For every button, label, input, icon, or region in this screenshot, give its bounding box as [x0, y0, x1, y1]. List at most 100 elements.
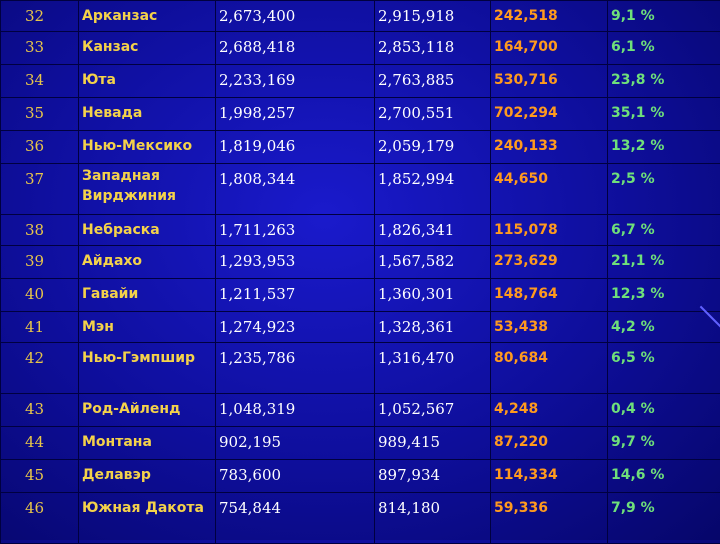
table-row: 40 Гавайи 1,211,537 1,360,301 148,764 12… [1, 279, 720, 312]
population-before-cell: 2,233,169 [216, 65, 375, 98]
change-cell: 273,629 [491, 246, 608, 279]
table-row: 41 Мэн 1,274,923 1,328,361 53,438 4,2 % [1, 312, 720, 343]
percent-cell: 6,1 % [608, 32, 720, 65]
table-row: 36 Нью-Мексико 1,819,046 2,059,179 240,1… [1, 131, 720, 164]
population-after-cell: 1,360,301 [375, 279, 491, 312]
table-row: 35 Невада 1,998,257 2,700,551 702,294 35… [1, 98, 720, 131]
population-before-cell: 2,673,400 [216, 1, 375, 32]
percent-cell: 12,3 % [608, 279, 720, 312]
population-after-cell: 2,763,885 [375, 65, 491, 98]
rank-cell: 43 [1, 394, 79, 427]
population-after-cell: 1,316,470 [375, 343, 491, 394]
change-cell: 240,133 [491, 131, 608, 164]
population-before-cell: 1,711,263 [216, 215, 375, 246]
table-row: 42 Нью-Гэмпшир 1,235,786 1,316,470 80,68… [1, 343, 720, 394]
percent-cell: 4,2 % [608, 312, 720, 343]
percent-cell: 35,1 % [608, 98, 720, 131]
rank-cell: 46 [1, 493, 79, 544]
state-cell: Монтана [79, 427, 216, 460]
percent-cell: 2,5 % [608, 164, 720, 215]
population-after-cell: 2,853,118 [375, 32, 491, 65]
population-before-cell: 902,195 [216, 427, 375, 460]
population-before-cell: 1,819,046 [216, 131, 375, 164]
percent-cell: 0,4 % [608, 394, 720, 427]
rank-cell: 36 [1, 131, 79, 164]
table-row: 37 Западная Вирджиния 1,808,344 1,852,99… [1, 164, 720, 215]
rank-cell: 41 [1, 312, 79, 343]
percent-cell: 6,5 % [608, 343, 720, 394]
population-before-cell: 1,998,257 [216, 98, 375, 131]
state-cell: Невада [79, 98, 216, 131]
percent-cell: 9,7 % [608, 427, 720, 460]
population-before-cell: 754,844 [216, 493, 375, 544]
table-row: 32 Арканзас 2,673,400 2,915,918 242,518 … [1, 1, 720, 32]
state-cell: Гавайи [79, 279, 216, 312]
rank-cell: 42 [1, 343, 79, 394]
population-before-cell: 1,048,319 [216, 394, 375, 427]
rank-cell: 39 [1, 246, 79, 279]
rank-cell: 33 [1, 32, 79, 65]
rank-cell: 38 [1, 215, 79, 246]
change-cell: 59,336 [491, 493, 608, 544]
table-row: 34 Юта 2,233,169 2,763,885 530,716 23,8 … [1, 65, 720, 98]
change-cell: 53,438 [491, 312, 608, 343]
change-cell: 87,220 [491, 427, 608, 460]
state-cell: Нью-Гэмпшир [79, 343, 216, 394]
population-after-cell: 1,328,361 [375, 312, 491, 343]
population-after-cell: 1,826,341 [375, 215, 491, 246]
table-row: 38 Небраска 1,711,263 1,826,341 115,078 … [1, 215, 720, 246]
state-cell: Канзас [79, 32, 216, 65]
table-row: 44 Монтана 902,195 989,415 87,220 9,7 % [1, 427, 720, 460]
table-row: 45 Делавэр 783,600 897,934 114,334 14,6 … [1, 460, 720, 493]
percent-cell: 9,1 % [608, 1, 720, 32]
table-row: 46 Южная Дакота 754,844 814,180 59,336 7… [1, 493, 720, 544]
percent-cell: 7,9 % [608, 493, 720, 544]
population-before-cell: 1,235,786 [216, 343, 375, 394]
state-cell: Юта [79, 65, 216, 98]
table-row: 33 Канзас 2,688,418 2,853,118 164,700 6,… [1, 32, 720, 65]
population-after-cell: 2,700,551 [375, 98, 491, 131]
population-before-cell: 1,211,537 [216, 279, 375, 312]
state-cell: Мэн [79, 312, 216, 343]
change-cell: 164,700 [491, 32, 608, 65]
percent-cell: 13,2 % [608, 131, 720, 164]
rank-cell: 35 [1, 98, 79, 131]
population-after-cell: 897,934 [375, 460, 491, 493]
population-after-cell: 1,567,582 [375, 246, 491, 279]
change-cell: 115,078 [491, 215, 608, 246]
rank-cell: 37 [1, 164, 79, 215]
state-cell: Нью-Мексико [79, 131, 216, 164]
population-before-cell: 1,808,344 [216, 164, 375, 215]
rank-cell: 45 [1, 460, 79, 493]
change-cell: 80,684 [491, 343, 608, 394]
state-cell: Род-Айленд [79, 394, 216, 427]
rank-cell: 44 [1, 427, 79, 460]
population-after-cell: 814,180 [375, 493, 491, 544]
population-after-cell: 989,415 [375, 427, 491, 460]
rank-cell: 34 [1, 65, 79, 98]
population-after-cell: 1,052,567 [375, 394, 491, 427]
change-cell: 242,518 [491, 1, 608, 32]
state-cell: Западная Вирджиния [79, 164, 216, 215]
rank-cell: 32 [1, 1, 79, 32]
state-cell: Делавэр [79, 460, 216, 493]
population-before-cell: 783,600 [216, 460, 375, 493]
population-after-cell: 2,915,918 [375, 1, 491, 32]
change-cell: 114,334 [491, 460, 608, 493]
population-before-cell: 2,688,418 [216, 32, 375, 65]
change-cell: 44,650 [491, 164, 608, 215]
state-cell: Небраска [79, 215, 216, 246]
population-before-cell: 1,293,953 [216, 246, 375, 279]
change-cell: 702,294 [491, 98, 608, 131]
percent-cell: 6,7 % [608, 215, 720, 246]
percent-cell: 23,8 % [608, 65, 720, 98]
change-cell: 148,764 [491, 279, 608, 312]
percent-cell: 21,1 % [608, 246, 720, 279]
percent-cell: 14,6 % [608, 460, 720, 493]
rank-cell: 40 [1, 279, 79, 312]
population-before-cell: 1,274,923 [216, 312, 375, 343]
table-row: 43 Род-Айленд 1,048,319 1,052,567 4,248 … [1, 394, 720, 427]
table-row: 39 Айдахо 1,293,953 1,567,582 273,629 21… [1, 246, 720, 279]
change-cell: 530,716 [491, 65, 608, 98]
